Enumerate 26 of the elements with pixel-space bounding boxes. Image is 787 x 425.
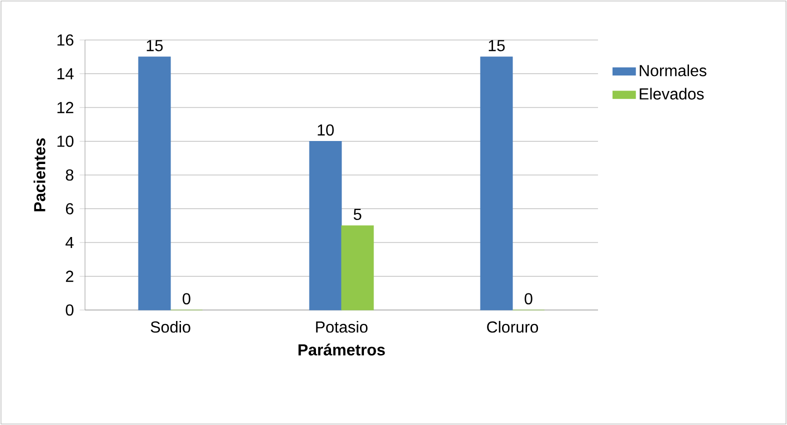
legend-label: Elevados: [640, 88, 704, 100]
y-tick-label: 8: [66, 169, 74, 181]
y-tick-label: 0: [66, 304, 74, 316]
bar: [309, 140, 342, 310]
x-tick-label: Cloruro: [487, 320, 538, 333]
data-label: 15: [488, 40, 505, 52]
y-tick-label: 2: [66, 270, 74, 282]
y-tick-label: 14: [57, 68, 74, 80]
x-tick-label: Potasio: [316, 320, 368, 333]
y-tick-label: 12: [57, 102, 74, 114]
bar: [341, 225, 374, 310]
data-label: 5: [354, 208, 362, 220]
y-tick-label: 4: [66, 237, 74, 248]
data-label: 15: [146, 40, 163, 52]
bar: [480, 56, 513, 310]
x-axis-title: Parámetros: [298, 344, 385, 356]
y-tick-label: 10: [57, 136, 74, 147]
y-axis-title: Pacientes: [34, 138, 46, 212]
y-tick-label: 6: [66, 203, 74, 214]
legend-label: Normales: [640, 64, 706, 76]
data-label: 10: [318, 124, 334, 136]
data-label: 0: [524, 293, 532, 304]
bar: [138, 56, 171, 310]
data-label: 0: [182, 293, 190, 304]
y-tick-label: 16: [57, 34, 74, 46]
x-tick-label: Sodio: [150, 320, 190, 333]
